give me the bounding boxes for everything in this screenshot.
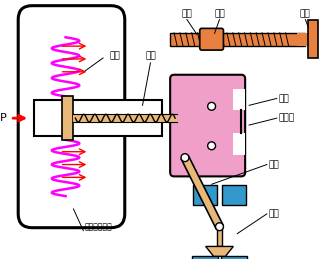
Text: 方形板: 方形板 xyxy=(279,114,295,123)
Text: 气动薄膜阀头: 气动薄膜阀头 xyxy=(84,222,112,231)
Text: 螺杆: 螺杆 xyxy=(182,9,192,18)
Circle shape xyxy=(181,154,189,162)
Circle shape xyxy=(208,142,215,150)
Text: 支点: 支点 xyxy=(279,94,289,103)
Text: 连杆: 连杆 xyxy=(269,160,280,169)
Text: 螺母: 螺母 xyxy=(214,9,225,18)
Bar xyxy=(233,88,245,110)
Bar xyxy=(216,227,222,246)
Bar xyxy=(73,114,177,122)
Polygon shape xyxy=(206,246,233,256)
Bar xyxy=(62,97,73,140)
Bar xyxy=(170,33,305,46)
Bar xyxy=(221,256,247,261)
Text: 阀杆: 阀杆 xyxy=(269,209,280,218)
Text: 手轮: 手轮 xyxy=(300,9,311,18)
Bar xyxy=(233,133,245,155)
Bar xyxy=(192,256,217,261)
Bar xyxy=(34,100,162,136)
Text: P: P xyxy=(0,113,6,123)
Circle shape xyxy=(208,102,215,110)
Text: 推杆: 推杆 xyxy=(145,51,156,61)
Circle shape xyxy=(215,223,223,231)
FancyBboxPatch shape xyxy=(18,6,125,228)
Text: 弹簧: 弹簧 xyxy=(110,51,120,61)
Polygon shape xyxy=(181,156,223,228)
FancyBboxPatch shape xyxy=(170,75,245,176)
Bar xyxy=(308,20,318,58)
Bar xyxy=(193,185,216,205)
Bar xyxy=(298,33,313,46)
FancyBboxPatch shape xyxy=(200,28,223,50)
Bar xyxy=(222,185,246,205)
